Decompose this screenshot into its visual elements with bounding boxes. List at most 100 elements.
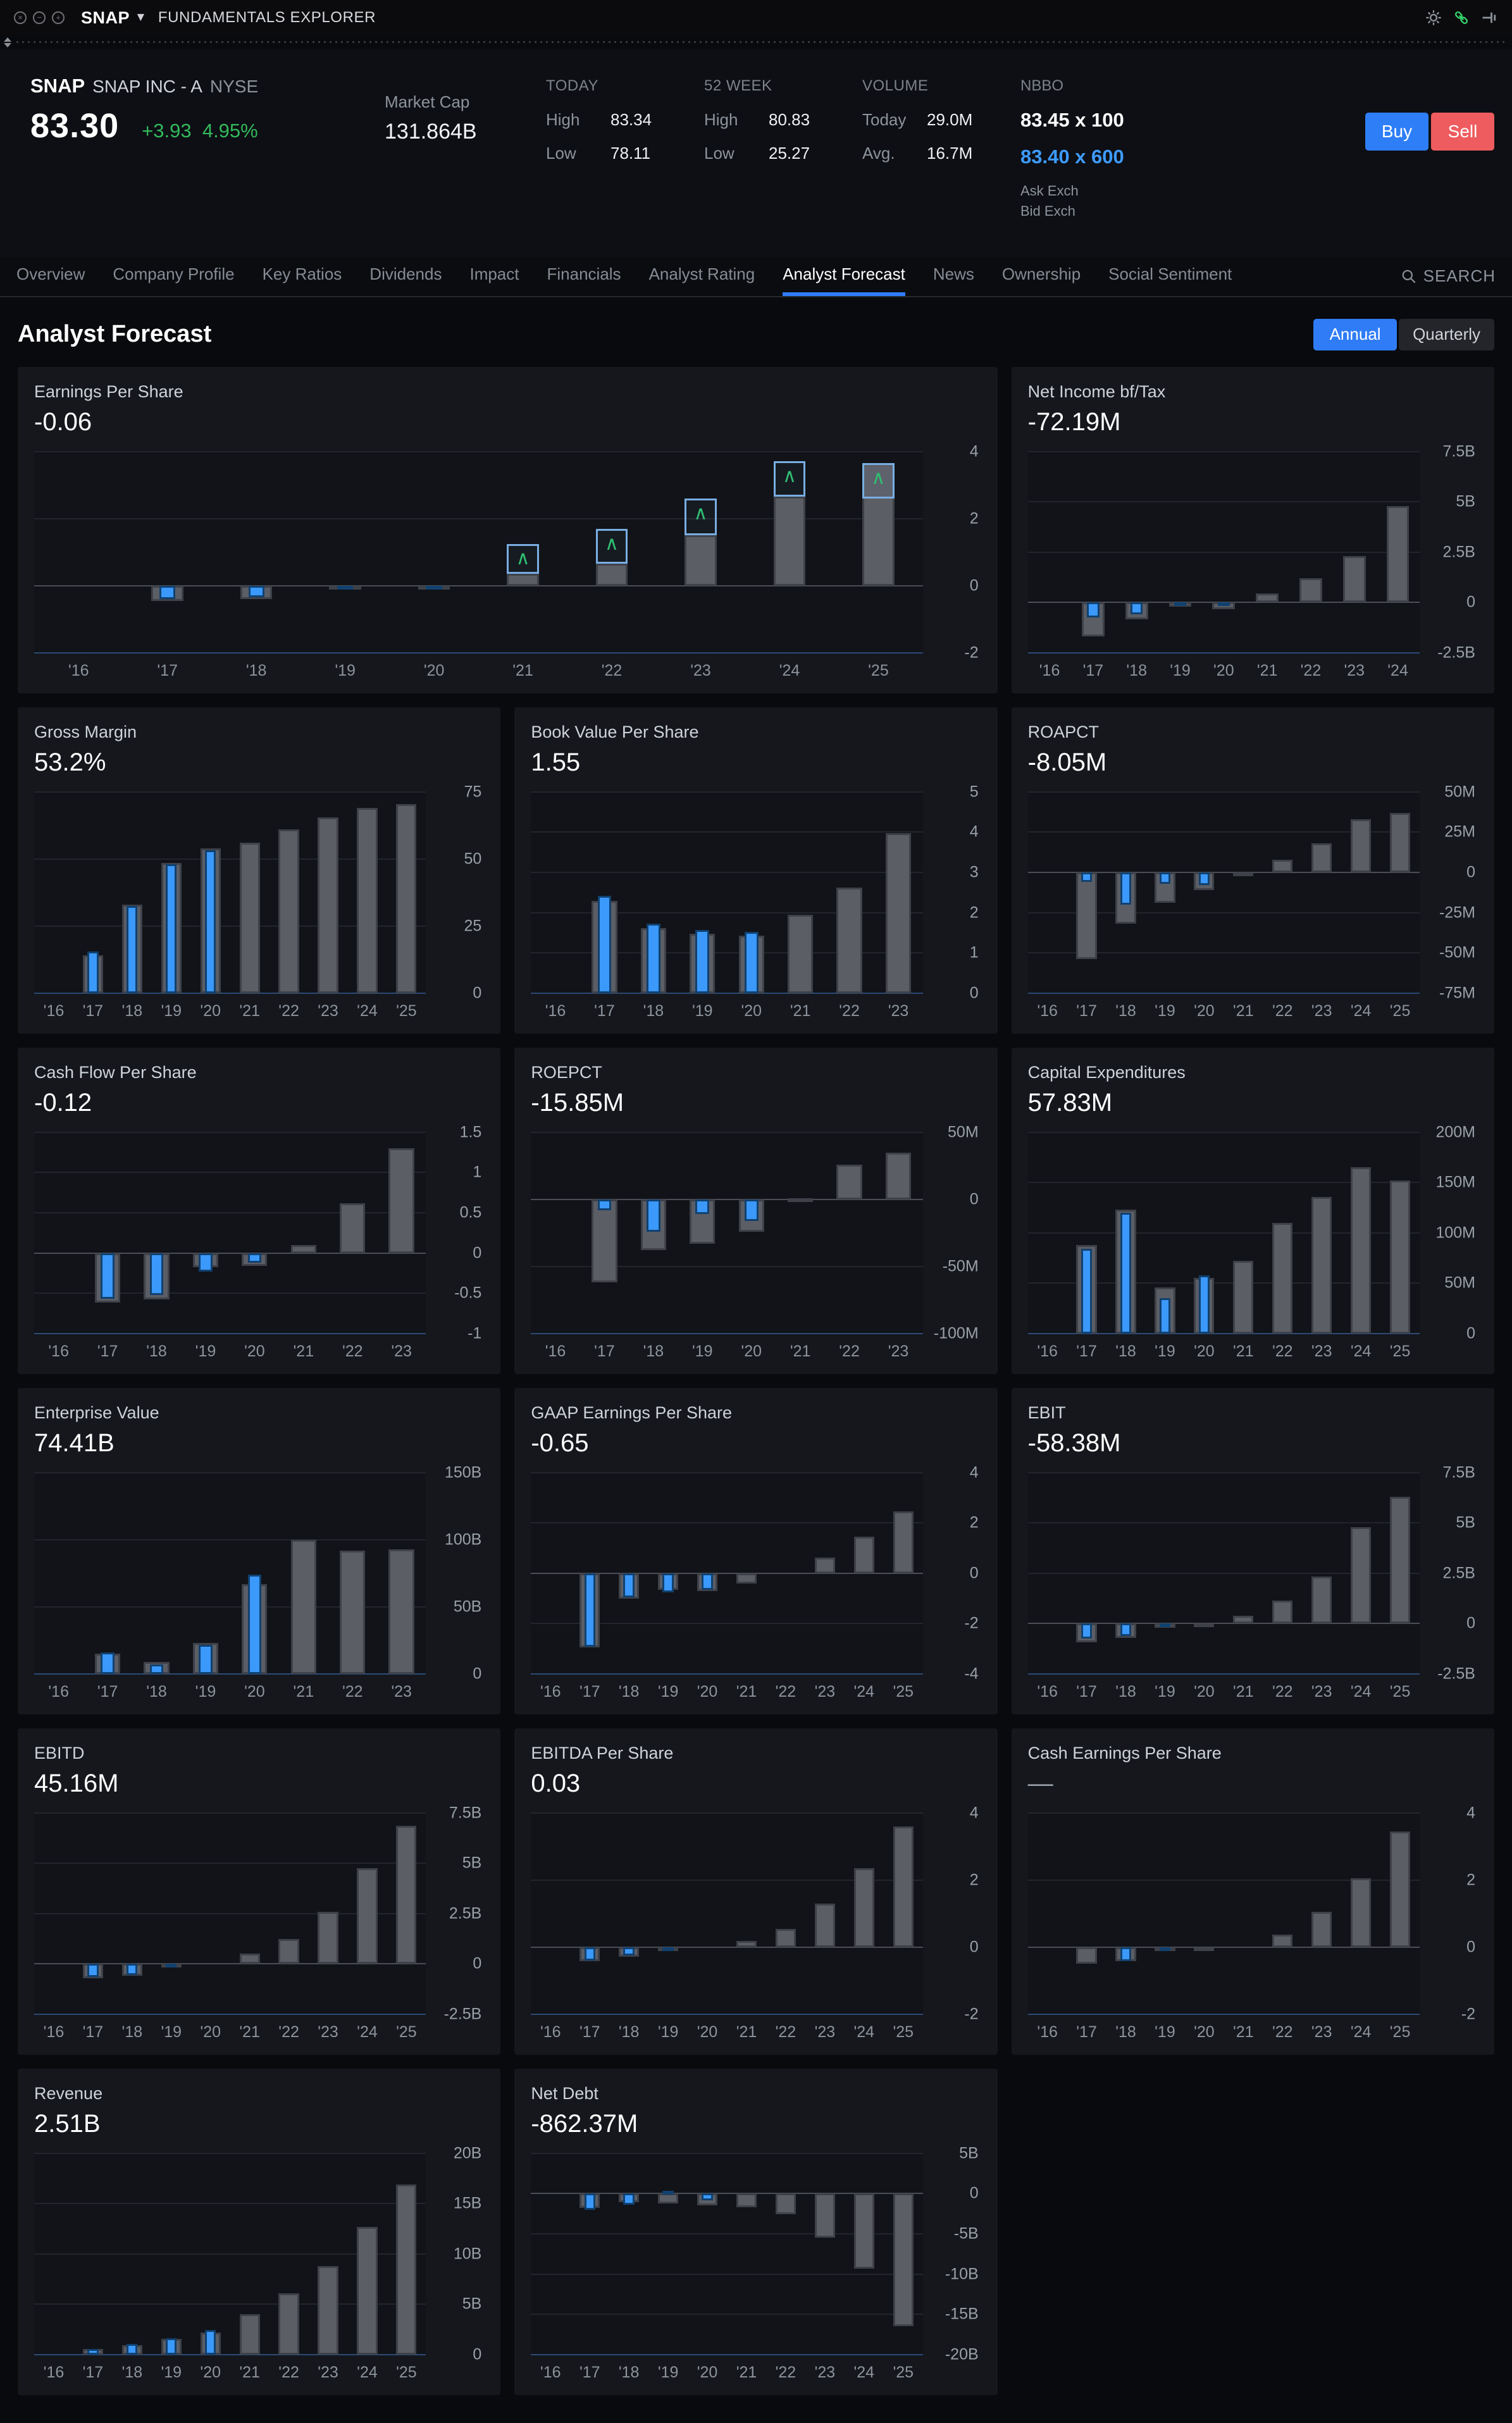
chart-title: Revenue [34,2083,103,2103]
bar-estimate [893,1826,914,1947]
y-tick-label: 200M [1435,1123,1475,1141]
window-minimize-icon[interactable]: − [33,11,46,24]
bar-reported [1131,602,1143,615]
bar-estimate [685,535,717,586]
bar-reported [247,1574,262,1674]
bar-reported [149,1664,164,1674]
y-tick-label: -2 [1461,2005,1475,2023]
titlebar-symbol[interactable]: SNAP [81,8,130,27]
up-caret-icon: ∧ [782,465,796,486]
x-tick-label: '24 [853,2023,875,2042]
tab-ownership[interactable]: Ownership [1001,264,1081,284]
y-tick-label: 50M [1444,1273,1475,1292]
window-close-icon[interactable]: × [14,11,27,24]
gridline [34,1673,426,1675]
tab-financials[interactable]: Financials [547,264,621,284]
gridline [531,1946,923,1948]
gridline [34,2152,426,2154]
gridline [531,952,923,954]
tab-social-sentiment[interactable]: Social Sentiment [1108,264,1232,284]
bar-reported [1120,1623,1132,1636]
bar-estimate [736,1941,757,1947]
bar-estimate [814,1903,835,1947]
quote-header: SNAP SNAP INC - A NYSE 83.30 +3.93 4.95%… [0,49,1512,257]
gridline [34,1606,426,1608]
y-tick-label: 2 [969,903,979,922]
tab-company-profile[interactable]: Company Profile [113,264,235,284]
bar-reported [1159,872,1171,884]
x-tick-label: '18 [618,2023,640,2042]
x-tick-label: '19 [1155,2023,1175,2042]
gear-icon[interactable] [1425,9,1442,27]
bar-estimate [1311,843,1332,872]
quarterly-toggle-button[interactable]: Quarterly [1399,318,1494,350]
y-tick-label: -50M [942,1257,979,1275]
collapse-strip[interactable] [0,35,1512,49]
x-tick-label: '20 [244,1683,265,1701]
price-change: +3.93 4.95% [142,120,258,142]
tab-overview[interactable]: Overview [16,264,85,284]
x-tick-label: '19 [657,2023,679,2042]
tab-news[interactable]: News [933,264,974,284]
x-tick-label: '21 [736,2364,757,2382]
chart-current-value: 0.03 [531,1769,581,1797]
chart-panel-gaap-earnings-per-share: GAAP Earnings Per Share -0.65 4 2 0 -2 -4'16'1… [514,1387,998,1714]
tab-key-ratios[interactable]: Key Ratios [262,264,342,284]
x-axis: '16 '17 '18 '19 '20 '21 '22 '23 '24 '25 [531,1674,922,1711]
y-tick-label: -2 [964,1614,979,1632]
window-zoom-icon[interactable]: + [52,11,65,24]
x-tick-label: '20 [423,662,445,680]
link-icon[interactable] [1453,9,1470,27]
tab-dividends[interactable]: Dividends [369,264,442,284]
bar-estimate [853,1537,874,1573]
buy-button[interactable]: Buy [1365,113,1428,151]
gridline [1027,450,1420,452]
x-tick-label: '24 [1350,2023,1372,2042]
tab-analyst-rating[interactable]: Analyst Rating [648,264,755,284]
gridline [34,925,426,927]
bar-estimate [814,2193,835,2238]
y-tick-label: 5B [1456,492,1475,511]
chart-panel-roapct: ROAPCT -8.05M 50M 25M 0 -25M -50M -75M '16 '17 '18… [1011,707,1494,1034]
bar-estimate [836,888,862,993]
symbol-dropdown-icon[interactable]: ▼ [135,11,147,24]
y-tick-label: -2.5B [1437,643,1475,662]
forecast-range: ∧ [773,461,806,497]
x-tick-label: '18 [1115,2023,1136,2042]
quote-symbol: SNAP [30,75,85,97]
x-tick-label: '20 [697,2364,718,2382]
tab-analyst-forecast[interactable]: Analyst Forecast [783,257,905,296]
search-control[interactable]: SEARCH [1401,257,1496,296]
x-tick-label: '22 [342,1683,363,1701]
bar-reported [647,924,660,993]
bar-estimate [1194,1623,1215,1628]
y-tick-label: 3 [969,863,979,881]
bar-reported [87,951,99,993]
x-tick-label: '17 [97,1683,118,1701]
x-tick-label: '25 [396,1002,417,1020]
gridline [531,1623,923,1625]
x-tick-label: '17 [82,2023,104,2042]
sell-button[interactable]: Sell [1431,113,1494,151]
gridline [1027,1131,1420,1133]
y-tick-label: 25M [1444,822,1475,841]
y-tick-label: 1 [969,943,979,962]
gridline [34,1292,426,1294]
gridline [1027,791,1420,793]
window-controls: × − + [14,11,65,24]
forecast-range: ∧ [507,543,539,574]
bar-estimate [1194,1947,1215,1951]
gridline [531,791,923,793]
chart-panel-earnings-per-share: Earnings Per Share -0.06 4 2 0 -2 ∧ ∧ ∧ ∧ ∧ '16'17 '… [18,366,998,693]
bar-estimate [340,1550,366,1674]
tab-impact[interactable]: Impact [469,264,519,284]
pin-icon[interactable] [1480,9,1498,27]
bar-reported [647,1199,660,1232]
week52-low: 25.27 [769,144,810,163]
volume-today: 29.0M [927,110,973,129]
annual-toggle-button[interactable]: Annual [1313,318,1397,350]
gridline [1027,1232,1420,1234]
quote-exchange: NYSE [209,77,259,96]
bar-reported [199,1645,213,1674]
resize-carets-icon[interactable] [4,37,11,47]
